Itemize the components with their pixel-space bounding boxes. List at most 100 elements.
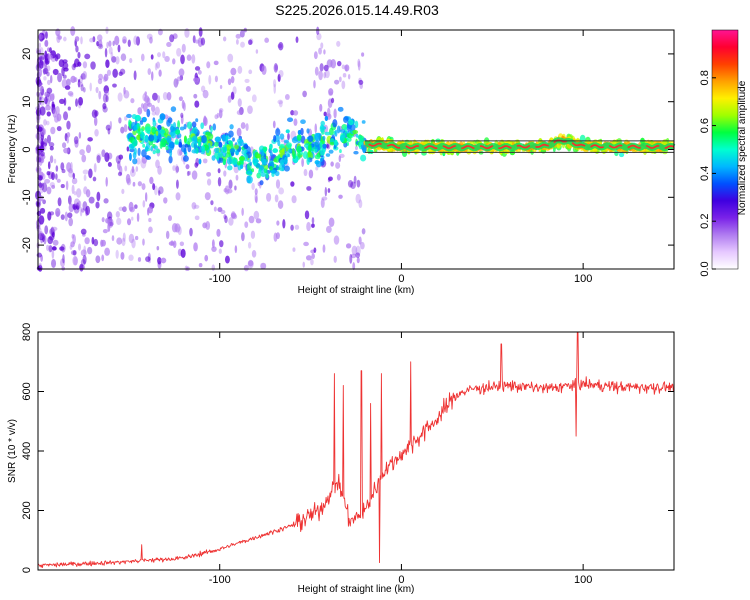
spectrum-noise-blob xyxy=(198,27,203,37)
spectrum-noise-blob xyxy=(314,66,319,76)
spectrum-signal-blob xyxy=(249,161,252,166)
colorbar: 0.0 0.2 0.4 0.6 0.8 Normalized spectral ampl… xyxy=(699,29,748,277)
spectrum-noise-blob xyxy=(124,165,128,172)
spectrum-noise-blob xyxy=(48,245,53,253)
spectrum-signal-blob xyxy=(229,124,234,130)
spectrum-signal-blob xyxy=(279,143,285,149)
spectrum-noise-blob xyxy=(105,124,111,131)
spectrum-signal-blob xyxy=(235,150,239,156)
spectrum-noise-blob xyxy=(133,70,137,81)
spectrum-noise-blob xyxy=(91,109,98,118)
spectrum-noise-blob xyxy=(63,111,69,121)
spectrum-signal-blob xyxy=(152,119,157,127)
spectrum-noise-blob xyxy=(101,254,105,262)
spectrum-noise-blob xyxy=(110,51,114,61)
spectrum-noise-blob xyxy=(128,254,134,261)
spectrum-signal-blob xyxy=(251,168,255,173)
spectrum-noise-blob xyxy=(172,165,176,172)
spectrum-noise-blob xyxy=(131,216,134,221)
spectrum-signal-blob xyxy=(360,154,367,162)
spectrum-noise-blob xyxy=(301,158,304,167)
spectrum-signal-blob xyxy=(329,141,335,146)
spectrum-noise-blob xyxy=(91,236,95,245)
spectrum-noise-blob xyxy=(73,204,80,214)
spectrum-noise-blob xyxy=(52,239,59,246)
spectrum-signal-blob xyxy=(334,129,338,137)
spectrogram-x-tick-label: 0 xyxy=(398,273,404,285)
spectrum-noise-blob xyxy=(43,68,46,75)
spectrum-noise-blob xyxy=(84,237,90,245)
spectrum-noise-blob xyxy=(82,254,87,265)
spectrum-signal-blob xyxy=(186,121,193,129)
spectrum-signal-blob xyxy=(231,158,238,166)
spectrum-noise-blob xyxy=(55,165,59,172)
spectrum-noise-blob xyxy=(43,235,47,245)
spectrum-noise-blob xyxy=(121,237,126,247)
spectrum-noise-blob xyxy=(73,136,79,145)
spectrum-noise-blob xyxy=(44,40,48,47)
spectrum-noise-blob xyxy=(82,61,88,69)
spectrum-signal-blob xyxy=(332,119,338,128)
spectrum-signal-blob xyxy=(170,106,177,113)
spectrum-noise-blob xyxy=(38,215,45,225)
spectrum-signal-blob xyxy=(260,172,267,177)
spectrum-noise-blob xyxy=(218,109,223,119)
spectrum-noise-blob xyxy=(147,68,152,75)
spectrum-signal-blob xyxy=(184,143,189,148)
spectrum-signal-blob xyxy=(614,150,619,157)
spectrum-signal-blob xyxy=(306,128,310,134)
spectrum-noise-blob xyxy=(170,240,174,246)
spectrum-signal-blob xyxy=(333,139,338,146)
spectrum-noise-blob xyxy=(202,89,209,99)
spectrum-signal-blob xyxy=(144,126,152,134)
spectrum-signal-blob xyxy=(319,124,325,133)
spectrum-noise-blob xyxy=(97,43,104,50)
spectrum-signal-blob xyxy=(320,157,323,162)
spectrum-signal-blob xyxy=(178,141,183,148)
spectrum-signal-blob xyxy=(272,148,278,153)
spectrum-noise-blob xyxy=(339,153,345,158)
spectrum-noise-blob xyxy=(123,90,130,99)
spectrum-noise-blob xyxy=(72,255,78,266)
spectrum-noise-blob xyxy=(194,39,200,44)
spectrum-noise-blob xyxy=(67,91,74,96)
spectrum-signal-blob xyxy=(325,153,331,157)
spectrum-noise-blob xyxy=(144,192,148,202)
spectrum-noise-blob xyxy=(147,252,151,261)
spectrum-signal-blob xyxy=(292,147,295,156)
spectrum-noise-blob xyxy=(358,236,362,245)
spectrum-signal-blob xyxy=(343,116,349,123)
spectrum-signal-blob xyxy=(219,157,224,163)
spectrum-noise-blob xyxy=(142,238,145,246)
spectrum-noise-blob xyxy=(141,183,146,191)
spectrum-noise-blob xyxy=(64,85,71,90)
spectrum-noise-blob xyxy=(236,127,242,137)
spectrum-noise-blob xyxy=(327,188,331,193)
spectrum-noise-blob xyxy=(202,222,208,229)
spectrum-noise-blob xyxy=(123,124,128,133)
spectrum-signal-blob xyxy=(134,114,141,122)
spectrum-noise-blob xyxy=(135,166,139,172)
spectrum-noise-blob xyxy=(80,73,86,80)
spectrum-noise-blob xyxy=(356,257,360,264)
spectrum-noise-blob xyxy=(185,164,190,170)
spectrum-noise-blob xyxy=(134,204,138,209)
spectrum-signal-blob xyxy=(218,141,223,148)
spectrum-noise-blob xyxy=(98,90,102,100)
spectrum-noise-blob xyxy=(44,91,51,98)
spectrum-signal-blob xyxy=(362,144,367,154)
spectrum-noise-blob xyxy=(164,55,170,63)
spectrum-signal-blob xyxy=(297,130,302,135)
spectrum-noise-blob xyxy=(260,262,267,270)
spectrum-signal-blob xyxy=(163,128,169,136)
spectrum-noise-blob xyxy=(62,254,65,264)
spectrum-noise-blob xyxy=(92,176,97,182)
spectrum-noise-blob xyxy=(187,170,192,176)
spectrum-signal-blob xyxy=(133,147,137,155)
spectrum-noise-blob xyxy=(47,211,52,221)
spectrum-noise-blob xyxy=(191,170,198,180)
spectrum-signal-blob xyxy=(169,149,173,158)
spectrum-signal-blob xyxy=(214,136,221,143)
spectrum-noise-blob xyxy=(360,241,365,250)
spectrum-noise-blob xyxy=(118,154,124,160)
